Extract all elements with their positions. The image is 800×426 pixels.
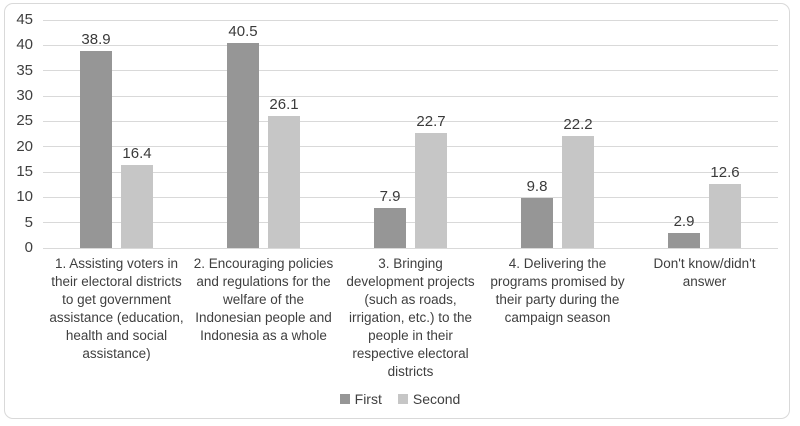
bar-second-cat2 xyxy=(268,116,300,248)
x-category-label-4: 4. Delivering the programs promised by t… xyxy=(490,256,625,325)
gridline xyxy=(43,146,778,148)
x-axis-labels: 1. Assisting voters in their electoral d… xyxy=(43,255,778,381)
data-label: 26.1 xyxy=(269,96,299,113)
y-tick-label: 45 xyxy=(16,11,33,28)
bar-first-cat3 xyxy=(374,208,406,248)
legend: First Second xyxy=(0,391,800,407)
y-tick-label: 5 xyxy=(24,213,33,231)
data-label: 22.7 xyxy=(416,113,446,130)
x-category-label-3: 3. Bringing development projects (such a… xyxy=(346,256,475,379)
data-label: 2.9 xyxy=(673,213,695,230)
bar-second-cat1 xyxy=(121,165,153,248)
y-tick-label: 10 xyxy=(16,188,33,206)
gridline xyxy=(43,19,778,21)
gridline xyxy=(43,171,778,173)
bar-first-cat4 xyxy=(521,198,553,248)
data-label: 22.2 xyxy=(563,116,593,133)
legend-label: First xyxy=(354,391,382,407)
x-axis-line xyxy=(43,247,778,249)
y-tick-label: 25 xyxy=(16,112,33,130)
x-category-label-1: 1. Assisting voters in their electoral d… xyxy=(49,256,184,361)
y-tick-label: 35 xyxy=(16,61,33,79)
bar-first-cat5 xyxy=(668,233,700,248)
legend-item-first: First xyxy=(339,391,382,407)
data-label: 12.6 xyxy=(710,164,740,181)
data-label: 7.9 xyxy=(379,188,401,205)
y-tick-label: 40 xyxy=(16,36,33,54)
legend-item-second: Second xyxy=(397,391,461,407)
legend-marker-icon xyxy=(339,394,350,404)
bar-first-cat2 xyxy=(227,43,259,248)
bar-second-cat4 xyxy=(562,136,594,248)
x-category-label-2: 2. Encouraging policies and regulations … xyxy=(193,256,334,343)
gridline xyxy=(43,196,778,198)
legend-marker-icon xyxy=(397,394,408,404)
data-label: 38.9 xyxy=(81,31,111,48)
gridline xyxy=(43,70,778,72)
bar-second-cat3 xyxy=(415,133,447,248)
gridline xyxy=(43,44,778,46)
gridline xyxy=(43,120,778,122)
y-tick-label: 30 xyxy=(16,87,33,104)
y-tick-label: 15 xyxy=(16,163,33,180)
bar-second-cat5 xyxy=(709,184,741,248)
data-label: 40.5 xyxy=(228,23,258,40)
data-label: 16.4 xyxy=(122,145,152,162)
legend-label: Second xyxy=(412,391,461,407)
x-category-label-5: Don't know/didn't answer xyxy=(653,256,756,289)
data-label: 9.8 xyxy=(526,178,548,195)
plot-area: 38.9 16.4 40.5 26.1 7.9 22.7 9.8 22.2 2.9 12.6 xyxy=(43,19,778,249)
gridline xyxy=(43,95,778,97)
gridline xyxy=(43,222,778,224)
y-tick-label: 20 xyxy=(16,137,33,155)
bar-first-cat1 xyxy=(80,51,112,248)
y-tick-label: 0 xyxy=(24,239,33,256)
